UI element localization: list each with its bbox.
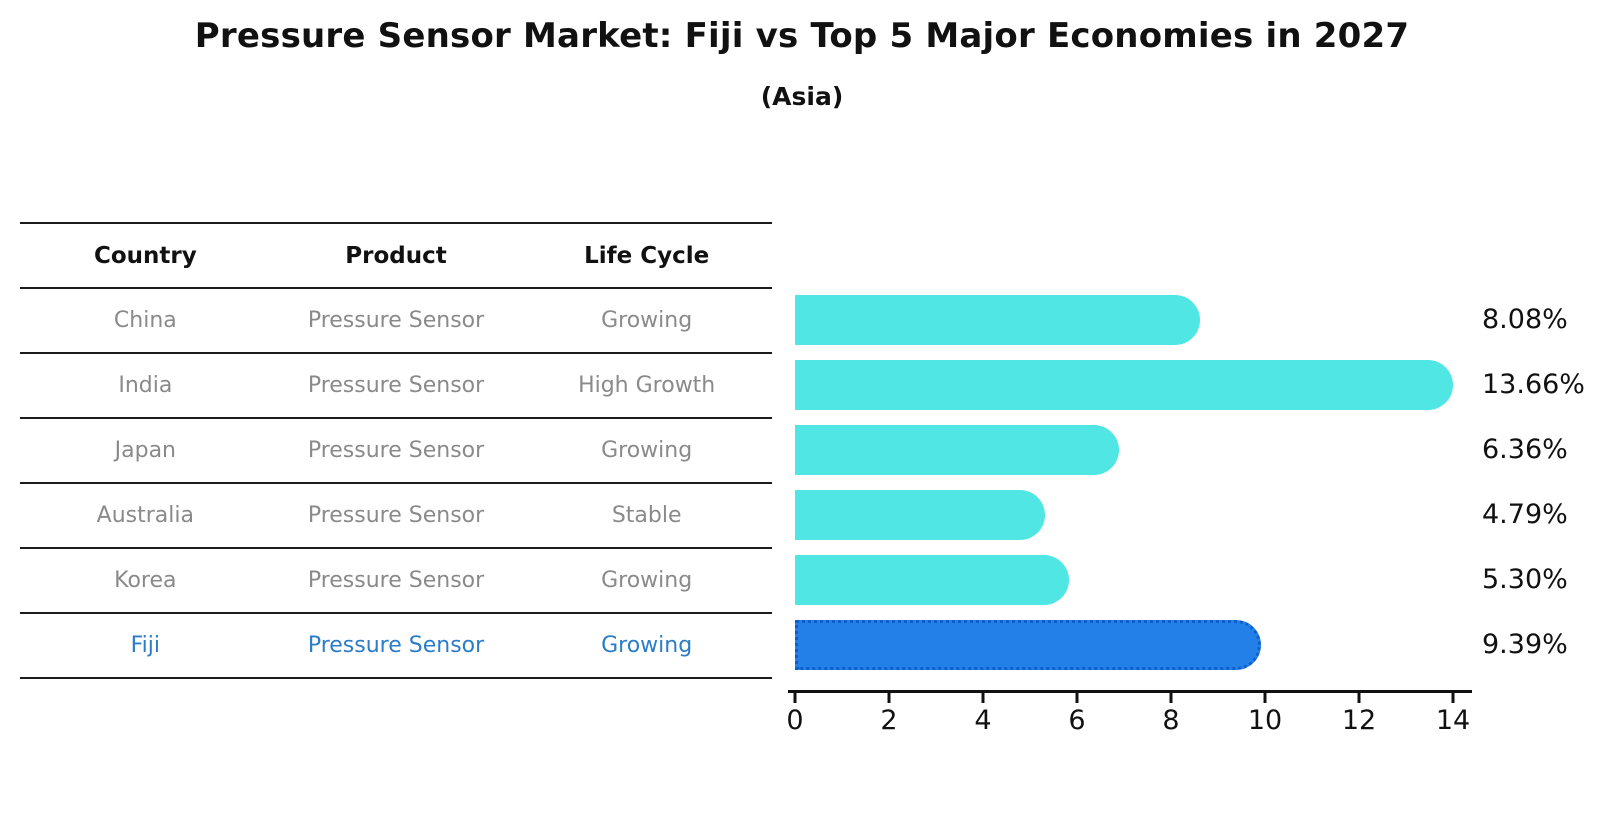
table-cell-product: Pressure Sensor xyxy=(307,438,485,463)
bar-australia xyxy=(795,489,1046,540)
bar-japan xyxy=(795,424,1119,475)
table-cell-life-cycle: Stable xyxy=(611,503,682,528)
x-axis: 0 2 4 6 8 10 12 14 xyxy=(786,690,1470,745)
table-cell-product: Pressure Sensor xyxy=(307,568,485,593)
x-tick xyxy=(1075,690,1079,703)
bar-value-label: 4.79% xyxy=(1482,499,1568,530)
x-tick-label: 2 xyxy=(880,705,898,736)
table-cell-country: Japan xyxy=(114,438,176,463)
x-tick-label: 0 xyxy=(786,705,804,736)
bar-value-label: 9.39% xyxy=(1482,629,1568,660)
x-tick xyxy=(1357,690,1361,703)
x-tick xyxy=(1169,690,1173,703)
x-tick-label: 4 xyxy=(974,705,992,736)
bar-row xyxy=(795,417,1453,482)
x-tick-label: 8 xyxy=(1162,705,1180,736)
table-cell-country: India xyxy=(118,373,173,398)
column-header-product: Product xyxy=(345,242,447,269)
chart-subtitle: (Asia) xyxy=(760,82,844,111)
column-header-country: Country xyxy=(93,242,197,269)
country-table: Country Product Life Cycle China Pressur… xyxy=(20,222,772,679)
bar-india xyxy=(795,359,1453,410)
bar-row xyxy=(795,352,1453,417)
table-row: India Pressure Sensor High Growth xyxy=(20,354,772,419)
x-tick-label: 10 xyxy=(1247,705,1283,736)
table-row: Korea Pressure Sensor Growing xyxy=(20,549,772,614)
table-header-row: Country Product Life Cycle xyxy=(20,224,772,289)
bar-value-label: 5.30% xyxy=(1482,564,1568,595)
column-header-life-cycle: Life Cycle xyxy=(584,242,710,269)
chart-title: Pressure Sensor Market: Fiji vs Top 5 Ma… xyxy=(194,16,1410,56)
bar-row xyxy=(795,547,1453,612)
table-cell-country: Australia xyxy=(96,503,194,528)
x-tick xyxy=(1451,690,1455,703)
x-tick xyxy=(793,690,797,703)
table-row: China Pressure Sensor Growing xyxy=(20,289,772,354)
table-cell-life-cycle: Growing xyxy=(601,438,693,463)
x-axis-line xyxy=(788,690,1472,693)
x-tick-label: 12 xyxy=(1341,705,1377,736)
table-cell-life-cycle: High Growth xyxy=(578,373,716,398)
bar-value-label: 13.66% xyxy=(1482,369,1585,400)
bar-fiji-highlighted xyxy=(795,619,1262,670)
bar-plot xyxy=(795,287,1453,677)
table-cell-life-cycle: Growing xyxy=(601,308,693,333)
table-cell-life-cycle: Growing xyxy=(601,568,693,593)
bar-row xyxy=(795,612,1453,677)
bar-row xyxy=(795,482,1453,547)
table-row: Australia Pressure Sensor Stable xyxy=(20,484,772,549)
x-tick xyxy=(887,690,891,703)
table-row-fiji: Fiji Pressure Sensor Growing xyxy=(20,614,772,679)
x-tick-label: 6 xyxy=(1068,705,1086,736)
bar-korea xyxy=(795,554,1070,605)
value-label-column: 8.08% 13.66% 6.36% 4.79% 5.30% 9.39% xyxy=(1482,287,1602,677)
table-cell-product: Pressure Sensor xyxy=(307,633,485,658)
table-cell-product: Pressure Sensor xyxy=(307,308,485,333)
x-tick-label: 14 xyxy=(1435,705,1471,736)
x-tick xyxy=(1263,690,1267,703)
bar-row xyxy=(795,287,1453,352)
table-cell-product: Pressure Sensor xyxy=(307,373,485,398)
table-cell-life-cycle: Growing xyxy=(601,633,693,658)
x-tick xyxy=(981,690,985,703)
table-row: Japan Pressure Sensor Growing xyxy=(20,419,772,484)
table-cell-country: China xyxy=(113,308,177,333)
table-cell-product: Pressure Sensor xyxy=(307,503,485,528)
table-cell-country: Fiji xyxy=(130,633,161,658)
bar-value-label: 8.08% xyxy=(1482,304,1568,335)
bar-china xyxy=(795,294,1200,345)
table-cell-country: Korea xyxy=(114,568,177,593)
bar-value-label: 6.36% xyxy=(1482,434,1568,465)
